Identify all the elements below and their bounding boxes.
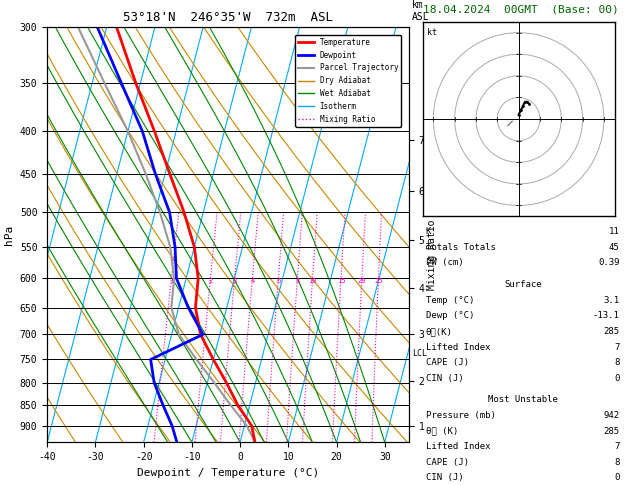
Text: Totals Totals: Totals Totals bbox=[426, 243, 496, 252]
Text: 8: 8 bbox=[614, 358, 620, 367]
Text: Dewp (°C): Dewp (°C) bbox=[426, 312, 474, 320]
Text: 8: 8 bbox=[614, 458, 620, 467]
Text: 4: 4 bbox=[250, 278, 255, 284]
Text: 25: 25 bbox=[374, 278, 382, 284]
Text: Temp (°C): Temp (°C) bbox=[426, 296, 474, 305]
Text: LCL: LCL bbox=[413, 349, 428, 358]
Text: 20: 20 bbox=[358, 278, 366, 284]
Text: -13.1: -13.1 bbox=[593, 312, 620, 320]
Text: θᴄ(K): θᴄ(K) bbox=[426, 327, 453, 336]
Text: CIN (J): CIN (J) bbox=[426, 374, 464, 382]
Text: Lifted Index: Lifted Index bbox=[426, 343, 491, 351]
Text: Most Unstable: Most Unstable bbox=[487, 396, 558, 404]
Text: K: K bbox=[426, 227, 431, 236]
Text: 10: 10 bbox=[308, 278, 317, 284]
Text: 6: 6 bbox=[276, 278, 281, 284]
Text: 942: 942 bbox=[603, 411, 620, 420]
Text: 0.39: 0.39 bbox=[598, 259, 620, 267]
Text: CAPE (J): CAPE (J) bbox=[426, 458, 469, 467]
Text: 7: 7 bbox=[614, 343, 620, 351]
Text: 2: 2 bbox=[208, 278, 213, 284]
Text: 15: 15 bbox=[337, 278, 345, 284]
Text: CAPE (J): CAPE (J) bbox=[426, 358, 469, 367]
Text: km
ASL: km ASL bbox=[412, 0, 430, 22]
Text: 11: 11 bbox=[609, 227, 620, 236]
Text: 285: 285 bbox=[603, 327, 620, 336]
X-axis label: Dewpoint / Temperature (°C): Dewpoint / Temperature (°C) bbox=[137, 468, 319, 478]
Text: CIN (J): CIN (J) bbox=[426, 473, 464, 482]
Text: 7: 7 bbox=[614, 442, 620, 451]
Text: 45: 45 bbox=[609, 243, 620, 252]
Text: 285: 285 bbox=[603, 427, 620, 435]
Text: 8: 8 bbox=[295, 278, 299, 284]
Text: 1: 1 bbox=[169, 278, 174, 284]
Y-axis label: Mixing Ratio (g/kg): Mixing Ratio (g/kg) bbox=[427, 179, 437, 290]
Text: 3.1: 3.1 bbox=[603, 296, 620, 305]
Text: 18.04.2024  00GMT  (Base: 00): 18.04.2024 00GMT (Base: 00) bbox=[423, 4, 618, 15]
Text: 0: 0 bbox=[614, 374, 620, 382]
Y-axis label: hPa: hPa bbox=[4, 225, 14, 244]
Legend: Temperature, Dewpoint, Parcel Trajectory, Dry Adiabat, Wet Adiabat, Isotherm, Mi: Temperature, Dewpoint, Parcel Trajectory… bbox=[295, 35, 401, 127]
Text: PW (cm): PW (cm) bbox=[426, 259, 464, 267]
Text: Lifted Index: Lifted Index bbox=[426, 442, 491, 451]
Text: 3: 3 bbox=[233, 278, 237, 284]
Text: Surface: Surface bbox=[504, 280, 542, 289]
Text: θᴄ (K): θᴄ (K) bbox=[426, 427, 458, 435]
Text: kt: kt bbox=[427, 28, 437, 37]
Title: 53°18'N  246°35'W  732m  ASL: 53°18'N 246°35'W 732m ASL bbox=[123, 11, 333, 24]
Text: 0: 0 bbox=[614, 473, 620, 482]
Text: Pressure (mb): Pressure (mb) bbox=[426, 411, 496, 420]
